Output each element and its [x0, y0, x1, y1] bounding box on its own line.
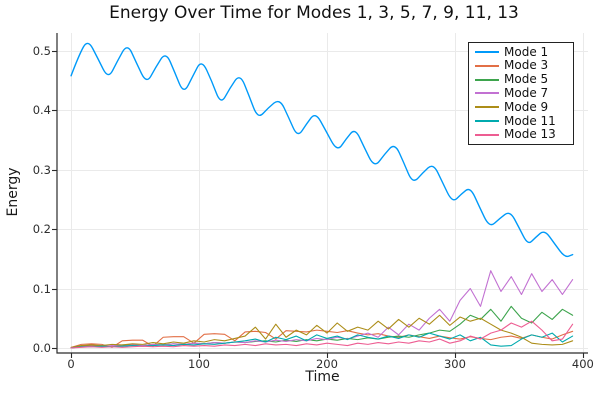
- legend-item-mode-3: Mode 3: [475, 59, 573, 73]
- legend-label: Mode 1: [504, 44, 549, 59]
- legend-line-swatch: [475, 64, 499, 67]
- legend-item-mode-5: Mode 5: [475, 73, 573, 87]
- legend-item-mode-13: Mode 13: [475, 128, 573, 142]
- legend: Mode 1 Mode 3 Mode 5 Mode 7 Mode 9 Mode 11 Mod…: [468, 42, 574, 145]
- legend-label: Mode 11: [504, 113, 556, 128]
- y-tick-label: 0.2: [32, 222, 51, 237]
- y-tick-label: 0.1: [32, 281, 51, 296]
- legend-label: Mode 5: [504, 72, 549, 87]
- x-tick-label: 200: [315, 357, 338, 371]
- legend-item-mode-7: Mode 7: [475, 85, 573, 101]
- legend-item-mode-11: Mode 11: [475, 114, 573, 128]
- y-tick-label: 0.0: [32, 340, 51, 355]
- chart-title: Energy Over Time for Modes 1, 3, 5, 7, 9…: [109, 3, 519, 23]
- legend-label: Mode 13: [504, 127, 556, 142]
- y-tick-label: 0.5: [32, 43, 51, 58]
- x-tick-label: 400: [571, 357, 594, 371]
- y-axis-label: Energy: [5, 167, 21, 217]
- x-tick-label: 0: [67, 357, 75, 371]
- legend-label: Mode 9: [504, 99, 549, 114]
- legend-label: Mode 3: [504, 58, 549, 73]
- legend-line-swatch: [475, 51, 499, 54]
- x-tick-label: 300: [443, 357, 466, 371]
- legend-item-mode-9: Mode 9: [475, 100, 573, 114]
- y-tick-label: 0.3: [32, 162, 51, 177]
- legend-line-swatch: [475, 133, 499, 136]
- legend-line-swatch: [475, 78, 499, 81]
- legend-line-swatch: [475, 92, 499, 95]
- legend-line-swatch: [475, 106, 499, 109]
- legend-line-swatch: [475, 120, 499, 123]
- x-tick-label: 100: [188, 357, 210, 371]
- legend-item-mode-1: Mode 1: [475, 45, 573, 59]
- legend-label: Mode 7: [504, 85, 549, 100]
- y-tick-label: 0.4: [32, 103, 51, 118]
- x-axis-label: Time: [305, 369, 340, 385]
